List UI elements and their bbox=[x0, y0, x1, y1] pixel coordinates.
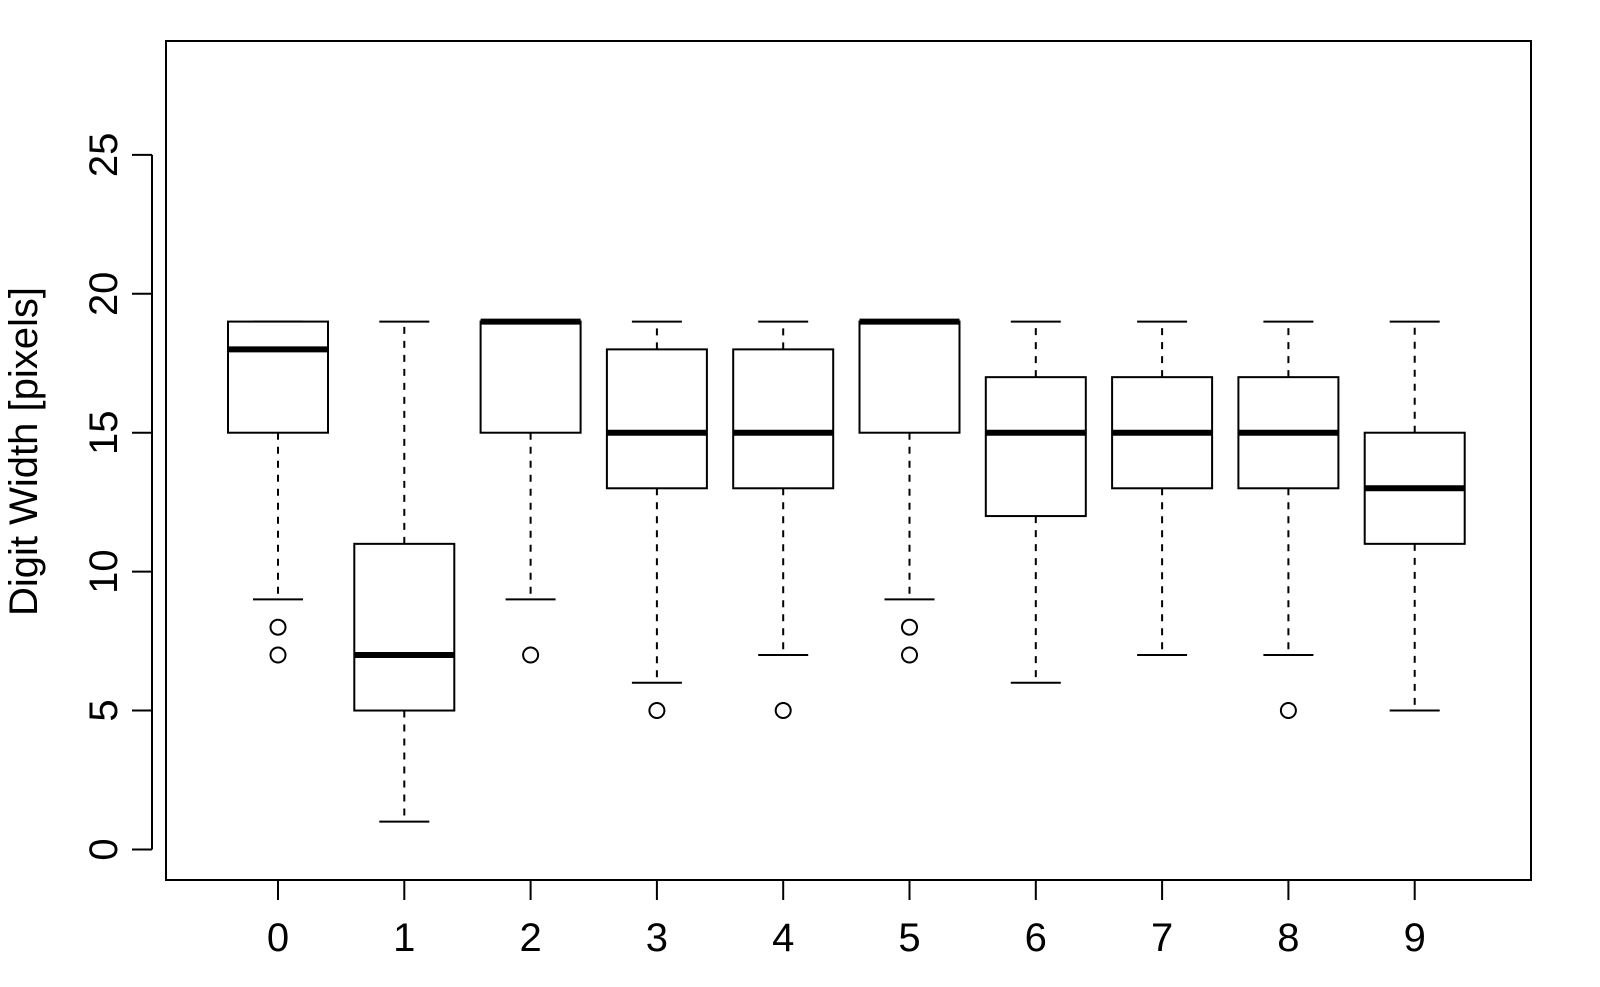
x-tick-label: 6 bbox=[1025, 916, 1047, 960]
outlier-point bbox=[1279, 702, 1297, 720]
plot-layer: 0 5 10 15 20 25 0 1 2 3 4 5 6 7 8 9 bbox=[82, 40, 1532, 960]
outlier-point bbox=[522, 646, 540, 664]
box-iqr bbox=[858, 320, 961, 434]
outlier-point bbox=[269, 618, 287, 636]
y-tick-label: 20 bbox=[82, 272, 126, 317]
x-tick-label: 7 bbox=[1151, 916, 1173, 960]
x-tick-label: 5 bbox=[898, 916, 920, 960]
x-tick-label: 3 bbox=[646, 916, 668, 960]
y-tick-label: 15 bbox=[82, 410, 126, 455]
outlier-point bbox=[901, 646, 918, 664]
x-tick-label: 9 bbox=[1404, 916, 1426, 960]
outlier-point bbox=[901, 618, 918, 636]
x-tick-label: 0 bbox=[267, 916, 289, 960]
box-iqr bbox=[353, 542, 456, 712]
outlier-point bbox=[648, 702, 666, 720]
box-iqr bbox=[479, 320, 582, 434]
box-iqr bbox=[227, 320, 329, 434]
outlier-point bbox=[269, 646, 287, 664]
box-iqr bbox=[984, 376, 1087, 518]
x-tick-label: 4 bbox=[772, 916, 794, 960]
y-tick-label: 25 bbox=[82, 133, 126, 178]
outlier-point bbox=[774, 702, 792, 720]
box-iqr bbox=[605, 348, 708, 490]
x-tick-label: 8 bbox=[1277, 916, 1299, 960]
x-tick-label: 2 bbox=[519, 916, 541, 960]
y-tick-label: 0 bbox=[82, 838, 126, 860]
box-iqr bbox=[732, 348, 835, 490]
x-tick-label: 1 bbox=[393, 916, 415, 960]
y-axis-label: Digit Width [pixels] bbox=[2, 287, 46, 616]
y-tick-label: 5 bbox=[82, 699, 126, 721]
y-tick-label: 10 bbox=[82, 549, 126, 594]
